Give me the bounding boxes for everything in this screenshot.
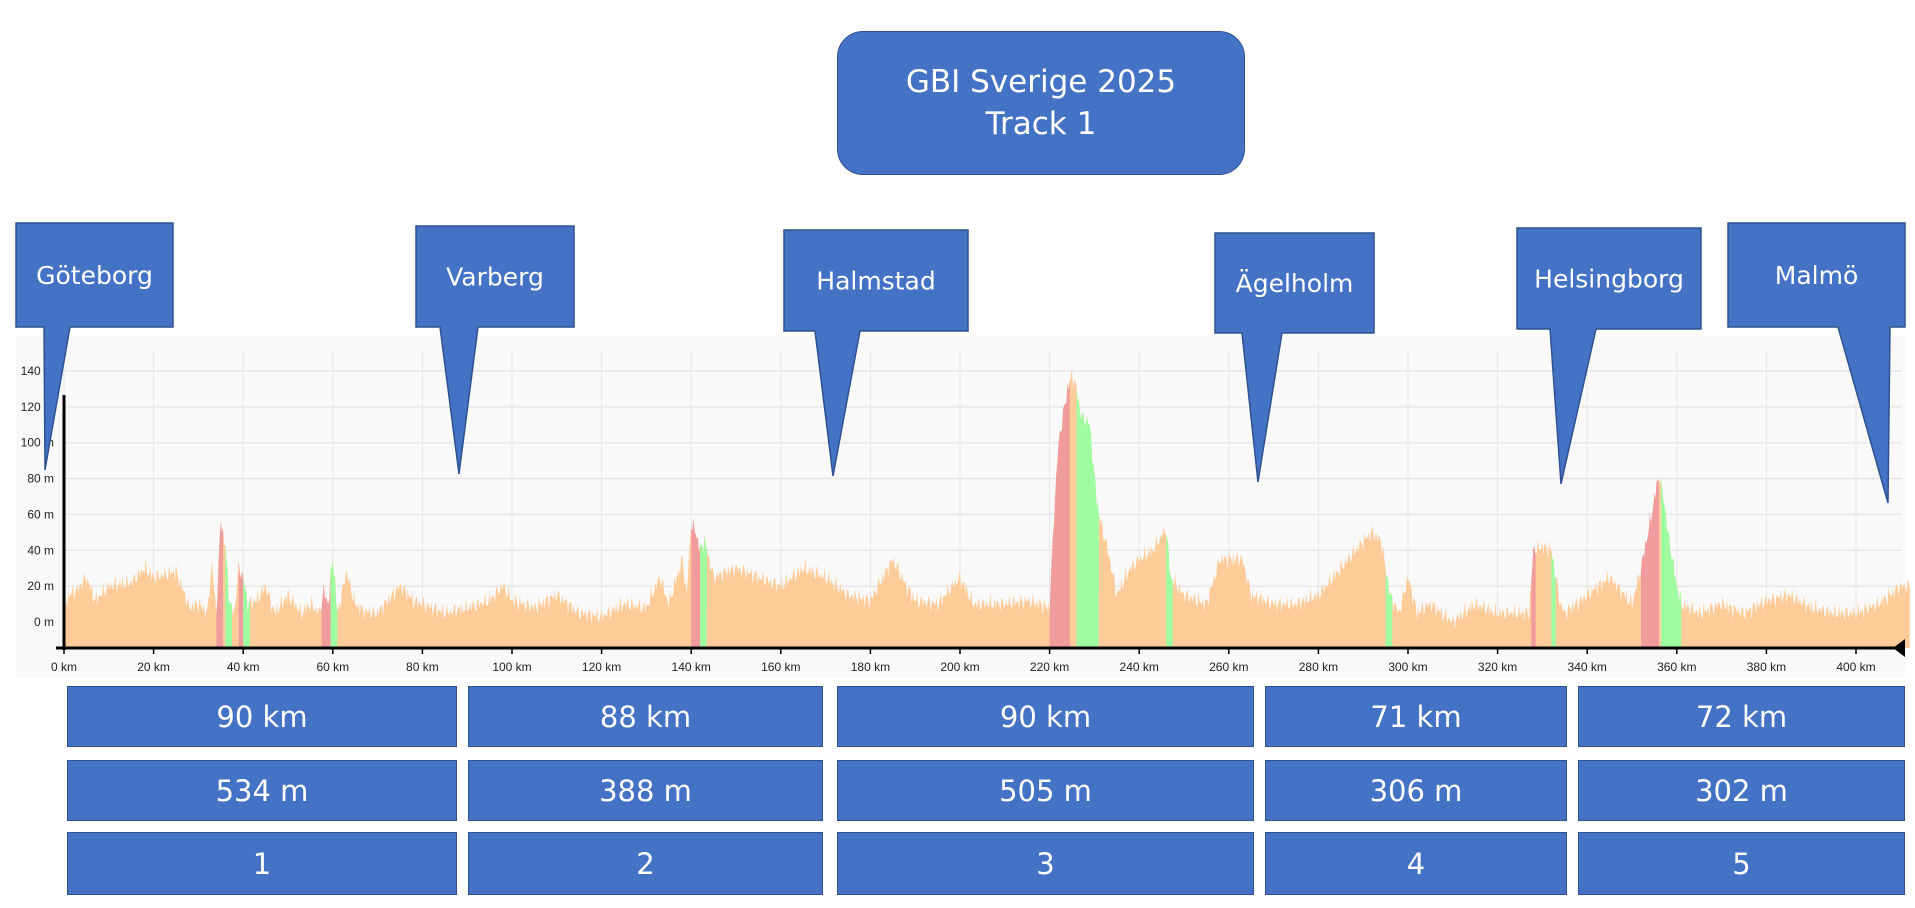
elevation-segment-descent	[243, 576, 250, 648]
callout-shape	[1516, 227, 1702, 485]
elevation-segment-climb	[1531, 546, 1536, 648]
callout-shape	[415, 225, 575, 475]
city-callouts: Göteborg Varberg Halmstad Ägelholm Helsingbo…	[15, 222, 1906, 504]
x-tick-label: 220 km	[1030, 660, 1069, 674]
elevation-segment-descent	[700, 534, 707, 648]
stage-distance-cell: 90 km	[837, 686, 1254, 747]
city-name: Ägelholm	[1236, 269, 1354, 298]
callout-shape	[15, 222, 174, 471]
y-tick-label: 80 m	[27, 472, 54, 486]
y-tick-label: 0 m	[34, 615, 54, 629]
x-tick-label: 320 km	[1478, 660, 1517, 674]
axis-end-arrow-icon	[1893, 639, 1905, 657]
stage-number-cell: 2	[468, 832, 823, 895]
x-tick-label: 180 km	[851, 660, 890, 674]
stage-number-cell: 5	[1578, 832, 1905, 895]
title-box: GBI Sverige 2025 Track 1	[837, 31, 1245, 175]
elevation-segment-descent	[1076, 385, 1099, 648]
x-tick-label: 280 km	[1299, 660, 1338, 674]
y-tick-label: 40 m	[27, 543, 54, 557]
elevation-segment-climb	[321, 569, 331, 648]
x-tick-label: 300 km	[1388, 660, 1427, 674]
elevation-segment-climb	[238, 560, 244, 648]
x-tick-label: 160 km	[761, 660, 800, 674]
x-tick-label: 260 km	[1209, 660, 1248, 674]
stage-climb-cell: 388 m	[468, 760, 823, 821]
stage-number-cell: 1	[67, 832, 457, 895]
elevation-segment-descent	[225, 545, 232, 648]
callout-shape	[1727, 222, 1906, 504]
elevation-segment-descent	[1166, 535, 1173, 648]
city-callout: Malmö	[1727, 222, 1906, 504]
elevation-area	[64, 369, 1910, 648]
city-callout: Varberg	[415, 225, 575, 475]
title-line2: Track 1	[985, 106, 1097, 142]
stage-number-cell: 3	[837, 832, 1254, 895]
x-tick-label: 100 km	[492, 660, 531, 674]
x-tick-label: 80 km	[406, 660, 439, 674]
stage-distance-cell: 72 km	[1578, 686, 1905, 747]
x-tick-label: 200 km	[940, 660, 979, 674]
elevation-segment-descent	[1661, 477, 1682, 648]
elevation-segment-descent	[330, 559, 338, 648]
city-name: Malmö	[1775, 261, 1858, 290]
stage-distance-cell: 90 km	[67, 686, 457, 747]
y-tick-label: 20 m	[27, 579, 54, 593]
stage-number-cell: 4	[1265, 832, 1567, 895]
city-callout: Helsingborg	[1516, 227, 1702, 485]
elevation-segment-descent	[1385, 569, 1393, 648]
city-name: Varberg	[446, 263, 544, 292]
stage-climb-cell: 534 m	[67, 760, 457, 821]
stage-distance-cell: 88 km	[468, 686, 823, 747]
x-tick-label: 0 km	[51, 660, 77, 674]
x-tick-label: 20 km	[137, 660, 170, 674]
city-name: Göteborg	[36, 261, 153, 290]
x-tick-label: 340 km	[1568, 660, 1607, 674]
city-callout: Halmstad	[783, 229, 969, 477]
city-name: Halmstad	[816, 267, 935, 296]
title-line1: GBI Sverige 2025	[905, 64, 1177, 100]
city-callout: Ägelholm	[1214, 232, 1375, 483]
elevation-segment-climb	[1049, 380, 1070, 648]
city-callout: Göteborg	[15, 222, 174, 471]
stage-climb-cell: 302 m	[1578, 760, 1905, 821]
elevation-segment-climb	[1640, 478, 1659, 648]
callout-shape	[1214, 232, 1375, 483]
stage-climb-cell: 505 m	[837, 760, 1254, 821]
city-name: Helsingborg	[1534, 265, 1684, 294]
callout-shape	[783, 229, 969, 477]
x-tick-label: 40 km	[227, 660, 260, 674]
x-tick-label: 120 km	[582, 660, 621, 674]
elevation-segment-climb	[691, 518, 701, 648]
x-tick-label: 240 km	[1120, 660, 1159, 674]
elevation-segment-descent	[1551, 550, 1556, 648]
x-tick-label: 360 km	[1657, 660, 1696, 674]
stage-distance-cell: 71 km	[1265, 686, 1567, 747]
y-tick-label: 60 m	[27, 507, 54, 521]
x-tick-label: 60 km	[316, 660, 349, 674]
elevation-segment-climb	[216, 520, 224, 648]
x-tick-label: 380 km	[1747, 660, 1786, 674]
x-tick-label: 140 km	[672, 660, 711, 674]
x-tick-label: 400 km	[1836, 660, 1875, 674]
stage-climb-cell: 306 m	[1265, 760, 1567, 821]
